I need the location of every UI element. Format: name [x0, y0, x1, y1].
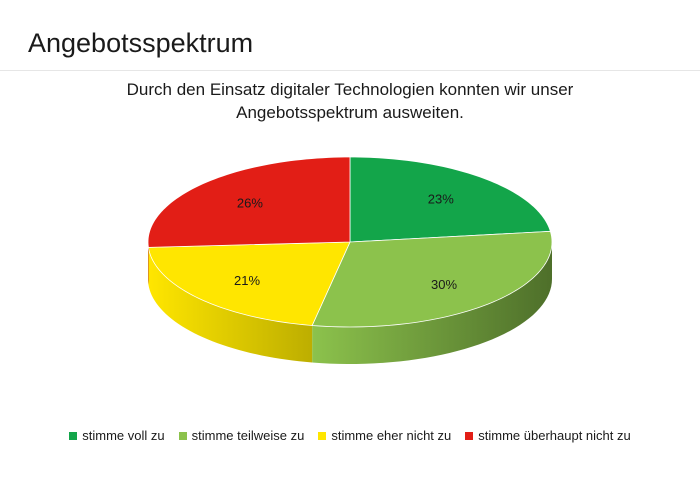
pie-sides	[148, 242, 552, 364]
legend-item-stimme-eher-nicht-zu: stimme eher nicht zu	[318, 428, 451, 443]
data-label-stimme-ueberhaupt-nicht-zu: 26%	[237, 195, 263, 210]
pie-data-labels: 23% 30% 21% 26%	[234, 192, 457, 293]
chart-title: Durch den Einsatz digitaler Technologien…	[100, 78, 600, 124]
slide-title: Angebotsspektrum	[28, 28, 254, 58]
pie-slice-stimme-voll-zu	[349, 156, 551, 243]
title-divider	[0, 70, 700, 71]
legend-item-stimme-teilweise-zu: stimme teilweise zu	[178, 428, 305, 443]
pie-slice-stimme-ueberhaupt-nicht-zu	[147, 156, 351, 248]
legend-item-stimme-voll-zu: stimme voll zu	[69, 428, 165, 443]
data-label-stimme-teilweise-zu: 30%	[431, 277, 457, 292]
pie-side-stimme-eher-nicht-zu	[148, 247, 313, 363]
legend-label: stimme überhaupt nicht zu	[478, 428, 631, 443]
chart-title-line-1: Durch den Einsatz digitaler Technologien…	[126, 80, 574, 99]
legend-label: stimme teilweise zu	[191, 428, 305, 443]
legend-item-stimme-ueberhaupt-nicht-zu: stimme überhaupt nicht zu	[465, 428, 631, 443]
pie-slice-stimme-eher-nicht-zu	[147, 241, 351, 326]
chart-legend: stimme voll zu stimme teilweise zu stimm…	[0, 428, 700, 443]
legend-swatch	[318, 431, 327, 440]
pie-slice-stimme-teilweise-zu	[311, 230, 553, 328]
legend-label: stimme voll zu	[82, 428, 165, 443]
legend-swatch	[465, 431, 474, 440]
data-label-stimme-voll-zu: 23%	[428, 192, 454, 207]
legend-swatch	[178, 431, 187, 440]
legend-swatch	[69, 431, 78, 440]
pie-side-stimme-teilweise-zu	[312, 242, 552, 364]
legend-label: stimme eher nicht zu	[331, 428, 452, 443]
data-label-stimme-eher-nicht-zu: 21%	[234, 273, 260, 288]
chart-title-line-2: Angebotsspektrum ausweiten.	[236, 103, 464, 122]
pie-slices	[147, 156, 553, 328]
